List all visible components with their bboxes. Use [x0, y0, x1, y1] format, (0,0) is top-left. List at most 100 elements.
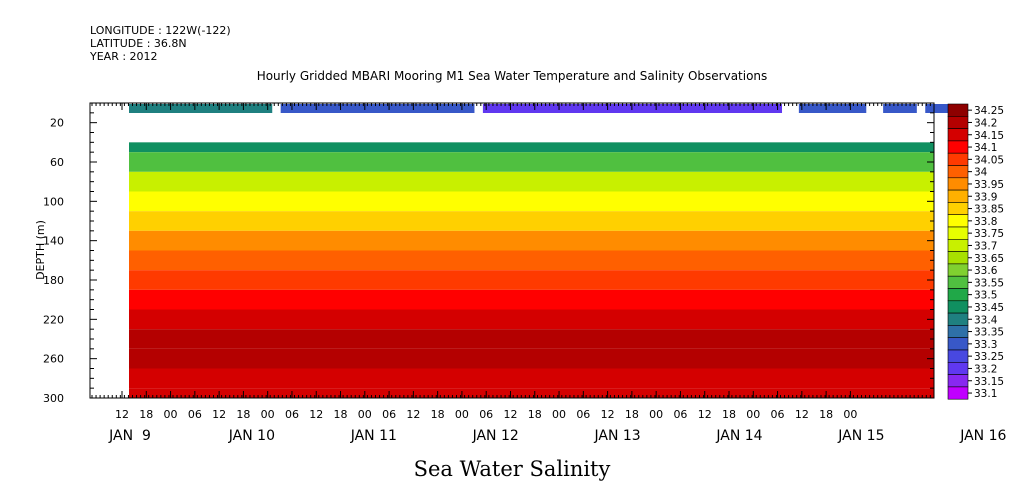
x-day-label: JAN 12 — [472, 428, 519, 444]
field-band — [129, 191, 934, 212]
y-tick-label: 220 — [43, 313, 64, 326]
y-tick-label: 180 — [43, 274, 64, 287]
x-day-label: JAN 15 — [837, 428, 884, 444]
y-tick-label: 60 — [50, 156, 64, 169]
colorbar-swatch — [947, 374, 969, 388]
year-label: YEAR : 2012 — [89, 50, 158, 63]
x-tick-label: 06 — [771, 408, 785, 421]
colorbar-swatch — [947, 202, 969, 215]
colorbar-label: 33.15 — [974, 376, 1004, 388]
y-tick-label: 20 — [50, 117, 64, 130]
header-block: LONGITUDE : 122W(-122) LATITUDE : 36.8N … — [89, 24, 767, 83]
x-tick-label: 18 — [431, 408, 445, 421]
field-band — [129, 142, 934, 153]
colorbar-label: 33.5 — [974, 290, 997, 302]
x-axis: 12 18 00 06 12 18 00 06 12 18 00 06 12 18 00 06 12 18 00 06… — [91, 103, 1006, 444]
x-day-label: JAN 9 — [108, 428, 151, 444]
x-tick-label: 00 — [358, 408, 372, 421]
y-tick-label: 140 — [43, 235, 64, 248]
x-tick-label: 18 — [334, 408, 348, 421]
colorbar-label: 33.4 — [974, 314, 998, 326]
x-tick-label: 00 — [746, 408, 760, 421]
colorbar-swatch — [947, 349, 969, 363]
colorbar-swatch — [947, 189, 969, 203]
x-tick-label: 06 — [382, 408, 396, 421]
x-day-label: JAN 13 — [593, 428, 640, 444]
field-band — [129, 309, 934, 330]
x-tick-label: 18 — [625, 408, 639, 421]
x-tick-label: 06 — [188, 408, 202, 421]
latitude-label: LATITUDE : 36.8N — [90, 37, 187, 50]
colorbar-label: 33.2 — [974, 363, 997, 375]
surface-bar — [129, 104, 951, 113]
x-tick-label: 00 — [455, 408, 469, 421]
field-band — [129, 270, 934, 290]
x-tick-label: 06 — [479, 408, 493, 421]
colorbar-label: 34.2 — [974, 117, 997, 129]
x-tick-label: 18 — [236, 408, 250, 421]
field-band — [129, 250, 934, 271]
field-band — [129, 348, 934, 369]
x-tick-label: 18 — [819, 408, 833, 421]
field-band — [129, 329, 934, 349]
colorbar-label: 33.9 — [974, 191, 997, 203]
colorbar-label: 33.55 — [974, 277, 1004, 289]
x-tick-label: 18 — [528, 408, 542, 421]
surface-bar-segment — [798, 104, 867, 113]
y-tick-label: 100 — [43, 195, 64, 208]
colorbar-label: 33.65 — [974, 253, 1004, 265]
colorbar-label: 33.45 — [974, 302, 1004, 314]
surface-bar-segment — [883, 104, 917, 113]
x-tick-label: 06 — [285, 408, 299, 421]
x-tick-label: 00 — [843, 408, 857, 421]
colorbar-swatch — [947, 128, 969, 142]
x-tick-label: 18 — [722, 408, 736, 421]
x-tick-label: 12 — [115, 408, 129, 421]
x-tick-label: 00 — [649, 408, 663, 421]
colorbar-label: 33.75 — [974, 228, 1004, 240]
field-band — [129, 152, 934, 172]
surface-bar-segment — [129, 104, 273, 113]
surface-bar-segment — [925, 104, 951, 113]
x-tick-label: 12 — [795, 408, 809, 421]
field-band — [129, 388, 934, 398]
colorbar-swatch — [947, 103, 969, 117]
field-band — [129, 368, 934, 389]
colorbar-swatch — [947, 214, 969, 228]
x-tick-label: 12 — [698, 408, 712, 421]
longitude-label: LONGITUDE : 122W(-122) — [90, 24, 231, 37]
colorbar-label: 34 — [974, 167, 988, 179]
x-day-label: JAN 11 — [350, 428, 397, 444]
colorbar-swatch — [947, 288, 969, 302]
colorbar-swatch — [947, 116, 969, 129]
y-axis: 20 60 100 140 180 220 260 300 — [43, 112, 934, 405]
colorbar-label: 33.6 — [974, 265, 998, 277]
colorbar-label: 34.1 — [974, 142, 997, 154]
colorbar-swatch — [947, 152, 969, 166]
colorbar-label: 33.85 — [974, 204, 1004, 216]
x-day-label: JAN 10 — [228, 428, 275, 444]
colorbar-swatch — [947, 386, 969, 400]
x-tick-label: 00 — [164, 408, 178, 421]
colorbar-label: 33.25 — [974, 351, 1004, 363]
field-band — [129, 211, 934, 231]
x-tick-label: 12 — [601, 408, 615, 421]
colorbar-label: 33.7 — [974, 240, 997, 252]
y-tick-label: 300 — [43, 392, 64, 405]
colorbar-swatch — [947, 226, 969, 240]
colorbar-label: 34.25 — [974, 105, 1004, 117]
colorbar-label: 34.15 — [974, 130, 1004, 142]
colorbar-swatch — [947, 275, 969, 289]
surface-bar-segment — [482, 104, 783, 113]
y-axis-label: DEPTH (m) — [34, 220, 47, 280]
field-band — [129, 289, 934, 310]
field-band — [129, 230, 934, 251]
colorbar-swatch — [947, 165, 969, 179]
colorbar-label: 33.8 — [974, 216, 997, 228]
x-tick-label: 12 — [212, 408, 226, 421]
colorbar-swatch — [947, 361, 969, 375]
colorbar-swatch — [947, 337, 969, 351]
colorbar-swatch — [947, 251, 969, 265]
colorbar-label: 33.35 — [974, 327, 1004, 339]
x-day-label: JAN 16 — [959, 428, 1006, 444]
